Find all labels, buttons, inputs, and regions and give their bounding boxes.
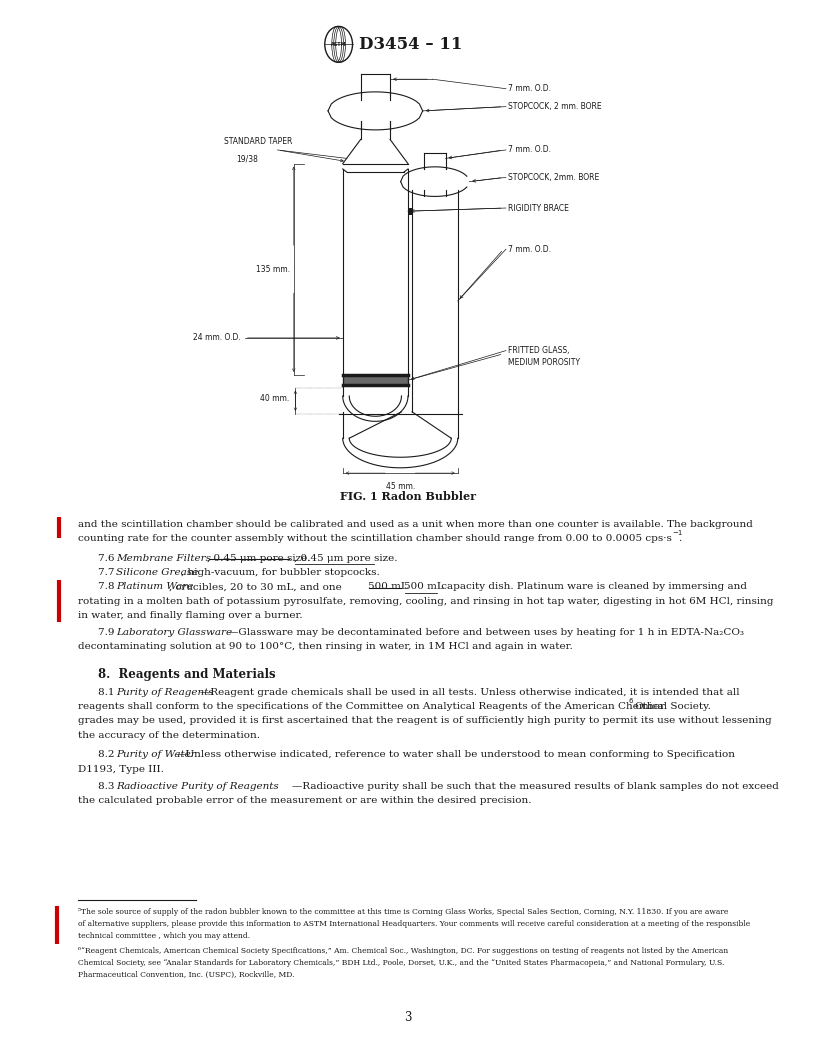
Text: 7.9: 7.9 [98,628,121,637]
Text: 7.8: 7.8 [98,582,121,591]
Text: 8.  Reagents and Materials: 8. Reagents and Materials [98,667,276,681]
Text: 8.2: 8.2 [98,751,121,759]
Text: —Unless otherwise indicated, reference to water shall be understood to mean conf: —Unless otherwise indicated, reference t… [175,751,735,759]
Text: , 0.45 μm pore size.: , 0.45 μm pore size. [207,553,311,563]
Text: 7 mm. O.D.: 7 mm. O.D. [508,245,551,253]
Text: Other: Other [634,702,665,711]
Text: 45 mm.: 45 mm. [386,482,415,491]
Text: Silicone Grease: Silicone Grease [116,568,198,577]
Text: , crucibles, 20 to 30 mL, and one: , crucibles, 20 to 30 mL, and one [169,582,345,591]
Text: D1193, Type III.: D1193, Type III. [78,765,163,774]
Text: the calculated probable error of the measurement or are within the desired preci: the calculated probable error of the mea… [78,796,531,805]
Text: 6: 6 [628,698,633,703]
Text: ASTM: ASTM [330,42,347,46]
Text: 3: 3 [404,1012,412,1024]
Text: Pharmaceutical Convention, Inc. (USPC), Rockville, MD.: Pharmaceutical Convention, Inc. (USPC), … [78,970,294,979]
Text: FIG. 1 Radon Bubbler: FIG. 1 Radon Bubbler [340,491,476,502]
Text: and the scintillation chamber should be calibrated and used as a unit when more : and the scintillation chamber should be … [78,520,752,529]
Text: 500 mL: 500 mL [404,582,444,591]
Text: , 0.45 μm pore size.: , 0.45 μm pore size. [294,553,397,563]
Text: RIGIDITY BRACE: RIGIDITY BRACE [508,204,569,212]
Text: Laboratory Glassware: Laboratory Glassware [116,628,232,637]
Text: rotating in a molten bath of potassium pyrosulfate, removing, cooling, and rinsi: rotating in a molten bath of potassium p… [78,597,773,605]
Text: the accuracy of the determination.: the accuracy of the determination. [78,731,259,739]
Text: 7.6: 7.6 [98,553,121,563]
Text: —Reagent grade chemicals shall be used in all tests. Unless otherwise indicated,: —Reagent grade chemicals shall be used i… [200,687,739,697]
Text: Membrane Filters: Membrane Filters [116,553,211,563]
Text: Purity of Water: Purity of Water [116,751,196,759]
Text: ⁵The sole source of supply of the radon bubbler known to the committee at this t: ⁵The sole source of supply of the radon … [78,908,728,917]
Text: —Glassware may be decontaminated before and between uses by heating for 1 h in E: —Glassware may be decontaminated before … [228,628,744,637]
Text: technical committee , which you may attend.: technical committee , which you may atte… [78,932,250,941]
Text: in water, and finally flaming over a burner.: in water, and finally flaming over a bur… [78,610,302,620]
Text: STOPCOCK, 2mm. BORE: STOPCOCK, 2mm. BORE [508,173,599,182]
Text: decontaminating solution at 90 to 100°C, then rinsing in water, in 1M HCl and ag: decontaminating solution at 90 to 100°C,… [78,642,572,652]
Text: Platinum Ware: Platinum Ware [116,582,193,591]
Text: STOPCOCK, 2 mm. BORE: STOPCOCK, 2 mm. BORE [508,102,601,111]
Text: grades may be used, provided it is first ascertained that the reagent is of suff: grades may be used, provided it is first… [78,716,771,725]
Text: 135 mm.: 135 mm. [255,265,290,274]
Text: −1: −1 [672,529,683,535]
Circle shape [325,26,353,62]
Text: counting rate for the counter assembly without the scintillation chamber should : counting rate for the counter assembly w… [78,534,672,543]
Text: —Radioactive purity shall be such that the measured results of blank samples do : —Radioactive purity shall be such that t… [292,781,779,791]
Text: D3454 – 11: D3454 – 11 [359,36,463,53]
Text: 8.3: 8.3 [98,781,121,791]
Text: 7.7: 7.7 [98,568,121,577]
Text: 19/38: 19/38 [237,154,259,164]
Text: MEDIUM POROSITY: MEDIUM POROSITY [508,358,579,366]
Text: reagents shall conform to the specifications of the Committee on Analytical Reag: reagents shall conform to the specificat… [78,702,711,711]
Text: Radioactive Purity of Reagents: Radioactive Purity of Reagents [116,781,278,791]
Text: FRITTED GLASS,: FRITTED GLASS, [508,346,569,355]
Text: .: . [678,534,681,543]
Text: 8.1: 8.1 [98,687,121,697]
Text: 7 mm. O.D.: 7 mm. O.D. [508,84,551,93]
Text: 7 mm. O.D.: 7 mm. O.D. [508,146,551,154]
Text: 40 mm.: 40 mm. [260,394,290,403]
Text: Chemical Society, see “Analar Standards for Laboratory Chemicals,” BDH Ltd., Poo: Chemical Society, see “Analar Standards … [78,959,724,967]
Text: 24 mm. O.D.: 24 mm. O.D. [193,334,241,342]
Text: of alternative suppliers, please provide this information to ASTM International : of alternative suppliers, please provide… [78,920,750,928]
Text: capacity dish. Platinum ware is cleaned by immersing and: capacity dish. Platinum ware is cleaned … [438,582,747,591]
Text: , high-vacuum, for bubbler stopcocks.: , high-vacuum, for bubbler stopcocks. [181,568,380,577]
Text: ⁶“Reagent Chemicals, American Chemical Society Specifications,” Am. Chemical Soc: ⁶“Reagent Chemicals, American Chemical S… [78,946,728,955]
Text: 500 mL: 500 mL [368,582,408,591]
Text: Purity of Reagents: Purity of Reagents [116,687,214,697]
Text: STANDARD TAPER: STANDARD TAPER [224,136,293,146]
